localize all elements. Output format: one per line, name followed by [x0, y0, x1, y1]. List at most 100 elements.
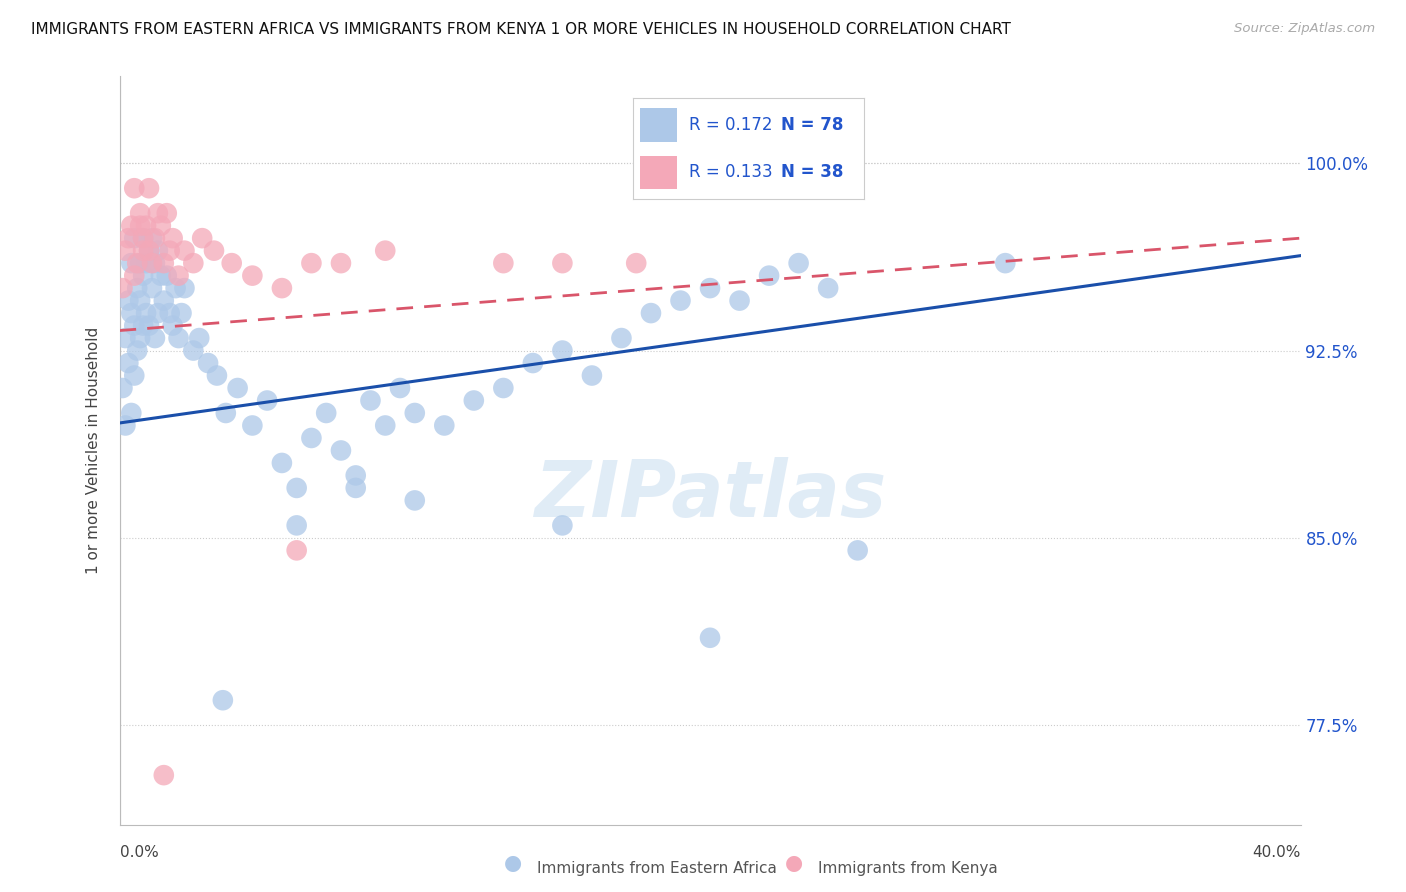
Point: [132, 231, 155, 245]
Point: [124, 181, 146, 195]
Point: [846, 543, 869, 558]
Point: [138, 244, 160, 258]
Point: [183, 343, 205, 358]
Point: [197, 356, 219, 370]
Point: [153, 768, 174, 782]
Point: [117, 231, 139, 245]
Point: [205, 368, 228, 383]
Point: [135, 256, 157, 270]
Point: [388, 381, 412, 395]
Point: [522, 356, 544, 370]
Point: [146, 244, 169, 258]
Text: IMMIGRANTS FROM EASTERN AFRICA VS IMMIGRANTS FROM KENYA 1 OR MORE VEHICLES IN HO: IMMIGRANTS FROM EASTERN AFRICA VS IMMIGR…: [31, 22, 1011, 37]
Point: [315, 406, 337, 420]
Point: [191, 231, 214, 245]
Point: [111, 281, 134, 295]
Text: ZIPatlas: ZIPatlas: [534, 458, 886, 533]
Point: [226, 381, 249, 395]
Point: [138, 244, 160, 258]
Point: [114, 331, 136, 345]
Point: [329, 443, 352, 458]
Point: [173, 244, 195, 258]
Point: [124, 231, 146, 245]
Point: [143, 256, 166, 270]
Point: [143, 231, 166, 245]
Point: [127, 256, 149, 270]
Point: [129, 331, 152, 345]
Point: [270, 456, 294, 470]
Point: [132, 318, 155, 333]
Point: [153, 256, 174, 270]
Point: [135, 306, 157, 320]
Point: [221, 256, 243, 270]
Point: [141, 231, 163, 245]
Point: [624, 256, 647, 270]
Point: [114, 244, 136, 258]
Point: [329, 256, 352, 270]
Point: [149, 219, 172, 233]
Point: [256, 393, 278, 408]
Point: [787, 256, 810, 270]
Point: [129, 206, 152, 220]
Point: [581, 368, 603, 383]
Point: [132, 231, 155, 245]
Text: Source: ZipAtlas.com: Source: ZipAtlas.com: [1234, 22, 1375, 36]
Point: [117, 356, 139, 370]
Point: [758, 268, 780, 283]
Point: [344, 468, 367, 483]
Point: [159, 306, 181, 320]
Y-axis label: 1 or more Vehicles in Household: 1 or more Vehicles in Household: [86, 326, 101, 574]
Point: [129, 256, 152, 270]
Text: Immigrants from Kenya: Immigrants from Kenya: [818, 862, 998, 876]
Point: [640, 306, 662, 320]
Text: Immigrants from Eastern Africa: Immigrants from Eastern Africa: [537, 862, 778, 876]
Point: [153, 293, 174, 308]
Point: [215, 406, 238, 420]
Point: [129, 293, 152, 308]
Point: [463, 393, 485, 408]
Point: [124, 268, 146, 283]
Point: [242, 268, 264, 283]
Point: [183, 256, 205, 270]
Point: [211, 693, 233, 707]
Point: [492, 381, 515, 395]
Point: [374, 418, 396, 433]
Point: [285, 518, 308, 533]
Point: [374, 244, 396, 258]
Point: [404, 406, 426, 420]
Point: [120, 306, 142, 320]
Point: [146, 206, 169, 220]
Point: [117, 293, 139, 308]
Point: [360, 393, 382, 408]
Point: [127, 281, 149, 295]
Point: [699, 281, 721, 295]
Point: [156, 268, 179, 283]
Point: [132, 268, 155, 283]
Point: [124, 368, 146, 383]
Point: [143, 331, 166, 345]
Point: [149, 268, 172, 283]
Point: [551, 343, 574, 358]
Point: [141, 256, 163, 270]
Point: [120, 219, 142, 233]
Point: [120, 256, 142, 270]
Point: [404, 493, 426, 508]
Point: [111, 381, 134, 395]
Point: [202, 244, 225, 258]
Point: [301, 256, 323, 270]
Point: [146, 306, 169, 320]
Point: [120, 406, 142, 420]
Point: [167, 268, 190, 283]
Point: [285, 543, 308, 558]
Point: [162, 318, 184, 333]
Point: [127, 343, 149, 358]
Text: 40.0%: 40.0%: [1253, 845, 1301, 860]
Point: [699, 631, 721, 645]
Point: [551, 518, 574, 533]
Text: 0.0%: 0.0%: [120, 845, 159, 860]
Point: [132, 244, 155, 258]
Point: [817, 281, 839, 295]
Point: [344, 481, 367, 495]
Point: [994, 256, 1017, 270]
Point: [170, 306, 193, 320]
